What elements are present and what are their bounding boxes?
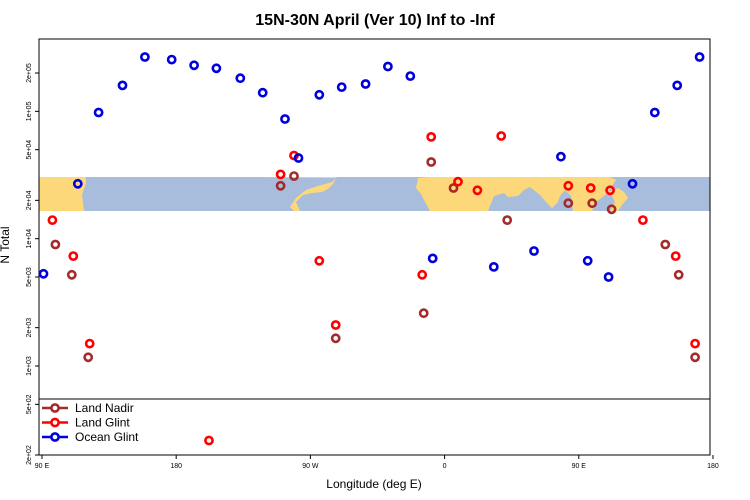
y-tick-label: 2e+05 xyxy=(26,63,33,83)
ocean-glint-point xyxy=(38,268,49,279)
y-axis-label: N Total xyxy=(0,226,12,263)
land-asia-west xyxy=(39,177,86,211)
land-nadir-point xyxy=(275,180,286,191)
land-glint-point xyxy=(314,255,325,266)
x-tick-label: 90 E xyxy=(572,463,587,470)
ocean-glint-point xyxy=(603,272,614,282)
ocean-glint-point xyxy=(694,52,705,62)
x-tick-label: 180 xyxy=(170,463,182,470)
land-nadir-legend-marker xyxy=(50,403,60,413)
land-nadir-point xyxy=(448,183,459,193)
land-glint-point xyxy=(690,338,700,349)
ocean-glint-point xyxy=(488,261,499,272)
ocean-glint-legend-marker xyxy=(50,432,60,442)
land-nadir-legend-label: Land Nadir xyxy=(75,401,134,415)
ocean-glint-point xyxy=(189,60,199,71)
x-axis: 90 E 180 90 W 0 90 E 180 xyxy=(35,455,719,470)
ocean-glint-point xyxy=(235,73,246,84)
land-glint-point xyxy=(472,185,483,196)
map-background xyxy=(39,177,710,211)
y-tick-label: 5e+03 xyxy=(26,267,33,287)
x-tick-label: 0 xyxy=(443,463,447,470)
ocean-glint-point xyxy=(649,107,660,118)
land-nadir-point xyxy=(83,352,94,363)
ocean-glint-point xyxy=(556,151,566,162)
ocean-glint-point xyxy=(529,246,539,256)
y-tick-label: 2e+02 xyxy=(26,445,33,465)
ocean-glint-point xyxy=(211,63,222,74)
ocean-glint-point xyxy=(117,80,128,91)
ocean-glint-point xyxy=(139,52,150,62)
y-tick-label: 1e+04 xyxy=(26,229,33,249)
y-tick-label: 1e+05 xyxy=(26,101,33,121)
land-glint-point xyxy=(670,251,681,261)
y-tick-label: 2e+04 xyxy=(26,190,33,210)
x-tick-label: 180 xyxy=(707,463,719,470)
ocean-glint-point xyxy=(672,80,683,91)
land-glint-point xyxy=(68,251,79,261)
land-nadir-point xyxy=(660,239,671,250)
land-nadir-point xyxy=(289,171,299,181)
ocean-glint-point xyxy=(382,61,393,72)
ocean-glint-point xyxy=(257,87,268,98)
land-nadir-point xyxy=(50,239,61,250)
x-tick-label: 90 E xyxy=(35,463,50,470)
land-glint-point xyxy=(496,131,507,141)
land-glint-point xyxy=(47,215,58,225)
land-nadir-point xyxy=(330,333,341,344)
x-tick-label: 90 W xyxy=(302,463,319,470)
ocean-glint-point xyxy=(280,114,290,124)
land-nadir-point xyxy=(690,352,700,363)
land-nadir-point xyxy=(426,157,437,167)
ocean-glint-point xyxy=(627,178,638,189)
land-glint-point xyxy=(275,169,286,180)
land-glint-point xyxy=(84,338,95,349)
land-glint-point xyxy=(330,320,341,330)
land-glint-point xyxy=(563,180,574,191)
land-nadir-point xyxy=(502,215,513,225)
ocean-glint-legend-label: Ocean Glint xyxy=(75,430,139,444)
ocean-glint-point xyxy=(293,153,304,163)
chart-title: 15N-30N April (Ver 10) Inf to -Inf xyxy=(255,12,495,29)
land-glint-point xyxy=(605,185,615,196)
land-north-america xyxy=(255,177,337,211)
land-nadir-point xyxy=(563,198,574,209)
y-tick-label: 2e+03 xyxy=(26,318,33,338)
ocean-glint-point xyxy=(582,255,593,266)
x-axis-label: Longitude (deg E) xyxy=(326,477,421,491)
y-axis: 2e+02 5e+02 1e+03 2e+03 5e+03 1e+04 2e+04 5e+04… xyxy=(26,63,39,465)
data-points xyxy=(38,52,705,446)
land-glint-point xyxy=(417,269,428,280)
ocean-glint-point xyxy=(166,54,177,65)
land-glint-point xyxy=(638,215,648,225)
land-nadir-point xyxy=(606,204,617,215)
y-tick-label: 5e+04 xyxy=(26,140,33,160)
land-glint-legend-label: Land Glint xyxy=(75,416,130,430)
y-tick-label: 5e+02 xyxy=(26,394,33,414)
land-glint-point xyxy=(585,183,596,193)
land-glint-point xyxy=(453,176,463,187)
ocean-glint-point xyxy=(93,107,104,118)
land-nadir-point xyxy=(418,308,429,319)
land-glint-legend-marker xyxy=(50,417,60,428)
plot-frame xyxy=(38,38,711,456)
ocean-glint-point xyxy=(405,71,416,81)
land-nadir-point xyxy=(673,269,684,280)
ocean-glint-point xyxy=(427,253,438,264)
y-tick-label: 1e+03 xyxy=(26,356,33,376)
ocean-glint-point xyxy=(336,82,347,92)
land-glint-point xyxy=(204,435,214,446)
ocean-glint-point xyxy=(360,79,371,89)
land-nadir-point xyxy=(587,198,598,209)
land-nadir-point xyxy=(66,269,77,280)
ocean-glint-point xyxy=(72,178,83,189)
land-glint-point xyxy=(426,131,437,142)
ocean-glint-point xyxy=(314,89,325,100)
